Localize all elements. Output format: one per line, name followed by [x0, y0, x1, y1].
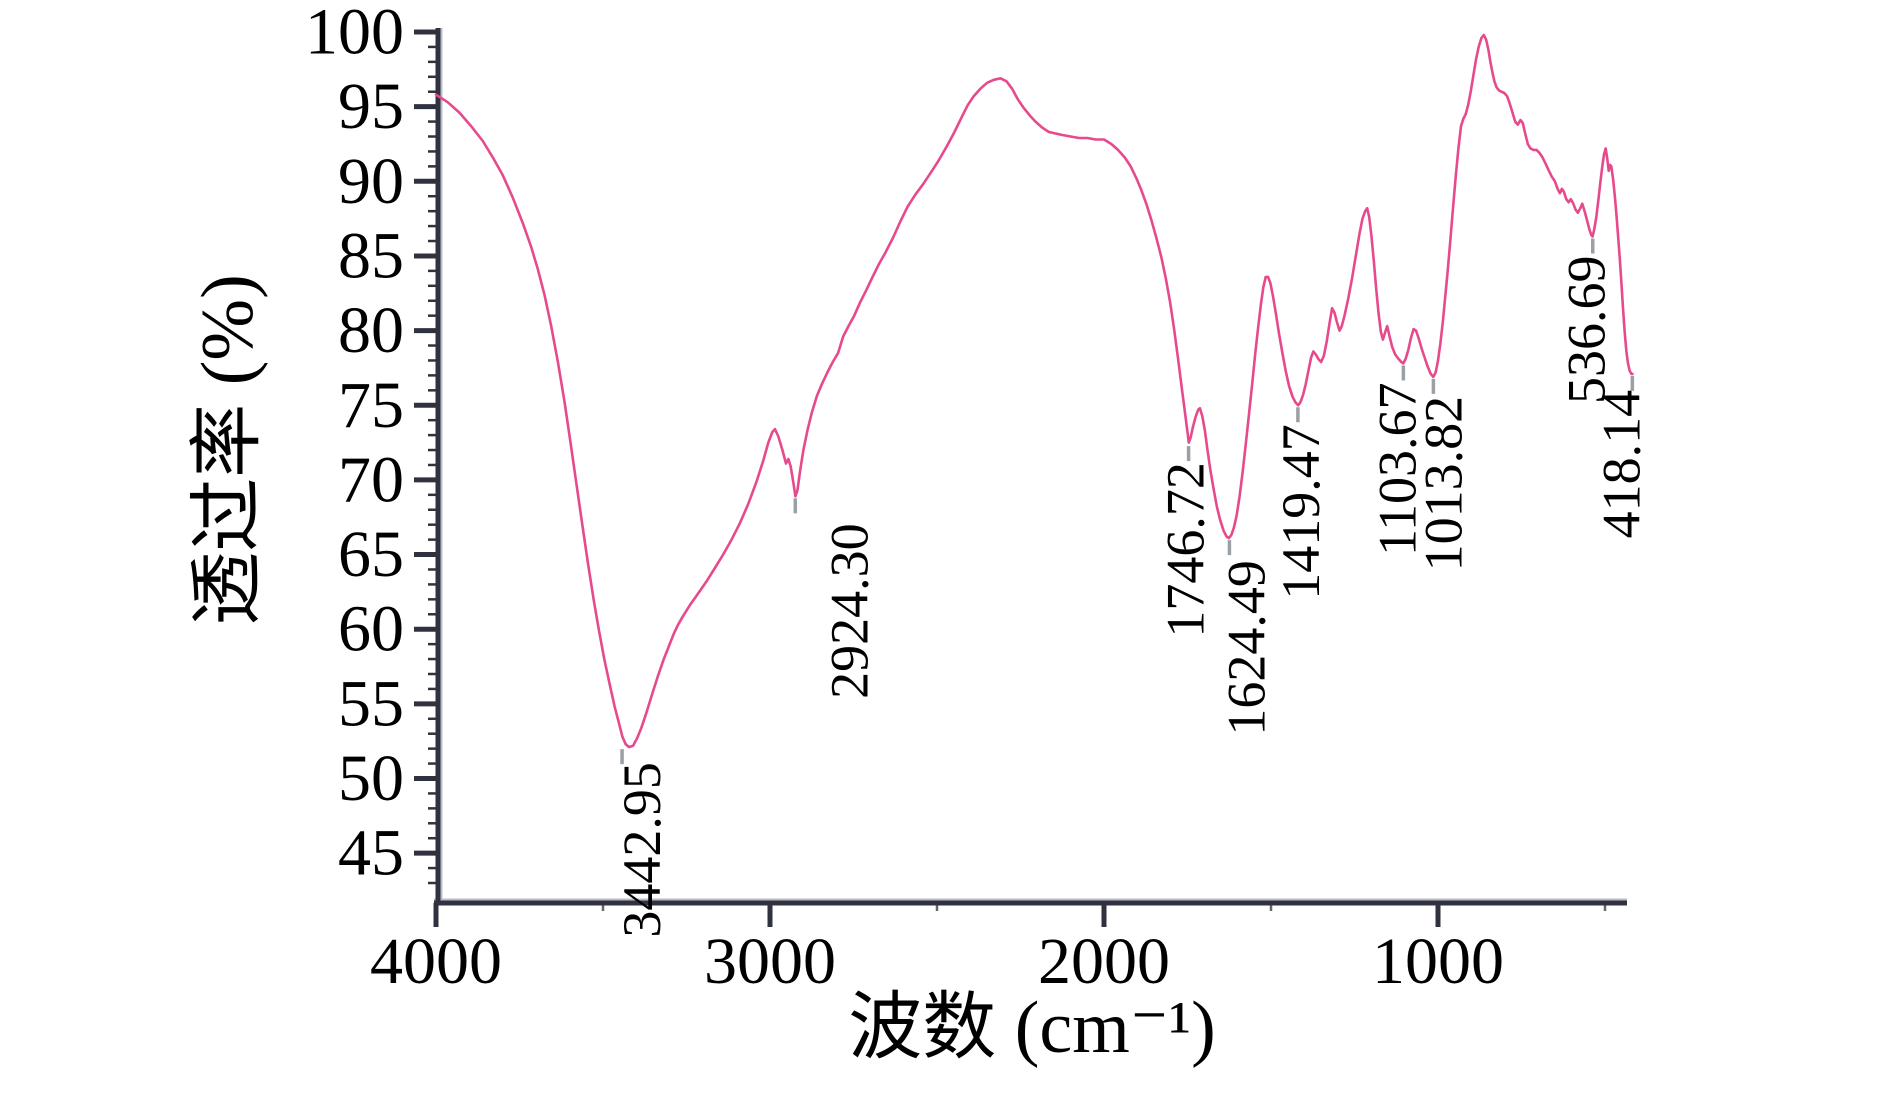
peak-label: 1419.47 — [1271, 424, 1331, 600]
y-tick-label: 90 — [338, 145, 404, 218]
y-tick-label: 100 — [305, 0, 404, 69]
peak-label: 536.69 — [1557, 256, 1617, 405]
y-tick-label: 85 — [338, 219, 404, 292]
y-tick-label: 60 — [338, 593, 404, 666]
peak-label: 2924.30 — [819, 523, 879, 699]
peak-label: 1624.49 — [1216, 560, 1276, 736]
spectrum-line — [434, 33, 1634, 749]
peak-label: 418.14 — [1591, 390, 1651, 538]
y-tick-label: 65 — [338, 518, 404, 591]
y-axis-title: 透过率 (%) — [187, 274, 269, 625]
x-tick-label: 3000 — [704, 925, 836, 998]
y-tick-label: 70 — [338, 443, 404, 516]
x-tick-label: 2000 — [1038, 925, 1170, 998]
peak-label: 1013.82 — [1413, 396, 1473, 572]
y-tick-label: 80 — [338, 294, 404, 367]
peak-label: 3442.95 — [612, 762, 672, 938]
x-axis-title: 波数 (cm⁻¹) — [848, 987, 1215, 1069]
x-tick-label: 4000 — [370, 925, 502, 998]
spectrum-curve-layer — [434, 33, 1634, 749]
y-tick-label: 55 — [338, 667, 404, 740]
y-tick-label: 95 — [338, 70, 404, 143]
peak-label: 1103.67 — [1367, 382, 1427, 556]
axis-label-layer: 波数 (cm⁻¹) 透过率 (%) — [187, 274, 1216, 1069]
y-tick-label: 45 — [338, 817, 404, 890]
y-tick-label: 50 — [338, 742, 404, 815]
peak-label: 1746.72 — [1156, 462, 1216, 638]
x-tick-label: 1000 — [1372, 925, 1504, 998]
y-tick-label: 75 — [338, 369, 404, 442]
